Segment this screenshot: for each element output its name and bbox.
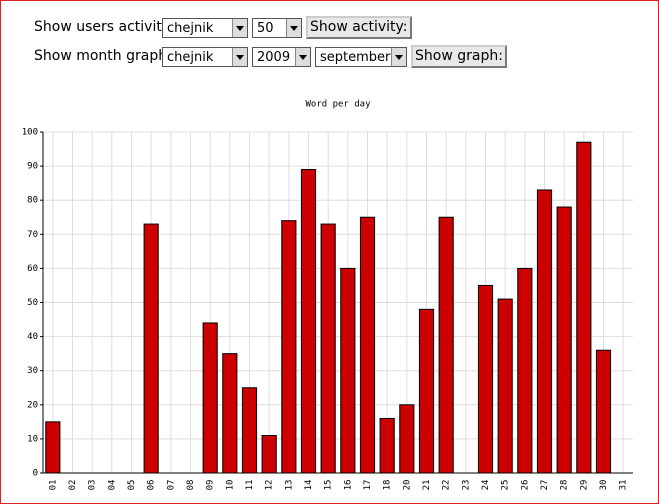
bar: [222, 353, 238, 474]
x-tick-label: 17: [363, 480, 373, 491]
bar: [497, 298, 513, 474]
x-tick-label: 02: [68, 480, 78, 491]
x-tick-label: 07: [166, 480, 176, 491]
select-value: chejnik: [167, 50, 214, 65]
x-tick-label: 20: [402, 480, 412, 491]
x-tick-label: 31: [619, 480, 629, 491]
label: Show users activity:: [34, 19, 174, 35]
x-tick-label: 12: [265, 480, 275, 491]
bar: [438, 216, 454, 474]
bar: [281, 220, 297, 474]
bar: [340, 267, 356, 474]
user-select[interactable]: chejnik: [162, 47, 248, 67]
x-tick-label: 06: [147, 480, 157, 491]
x-tick-label: 22: [442, 480, 452, 491]
bar: [359, 216, 376, 474]
bar: [202, 322, 218, 474]
y-tick-label: 30: [27, 366, 38, 376]
x-tick-label: 26: [520, 480, 530, 491]
y-tick-label: 10: [27, 434, 38, 444]
x-tick-label: 14: [304, 480, 314, 491]
x-tick-label: 23: [461, 480, 471, 491]
y-tick-label: 20: [27, 400, 38, 410]
x-tick-label: 05: [127, 480, 137, 491]
x-tick-label: 21: [422, 480, 432, 491]
x-tick-label: 28: [560, 480, 570, 491]
y-tick-label: 0: [33, 469, 38, 479]
x-tick-label: 08: [186, 480, 196, 491]
bar: [300, 169, 317, 474]
bar: [418, 308, 435, 474]
count-select[interactable]: 50: [252, 18, 302, 38]
select-value: chejnik: [167, 21, 214, 36]
month-select[interactable]: september: [315, 47, 407, 67]
select-value: september: [320, 50, 391, 65]
select-value: 50: [257, 21, 274, 36]
y-tick-label: 60: [27, 264, 38, 274]
bar: [477, 284, 494, 474]
x-tick-label: 04: [107, 480, 117, 491]
y-tick-label: 50: [27, 298, 38, 308]
x-tick-label: 30: [599, 480, 609, 491]
label: Show month graph:: [34, 48, 172, 64]
x-tick-label: 15: [324, 480, 334, 491]
button[interactable]: Show graph:: [411, 45, 507, 68]
bar: [261, 434, 277, 474]
bar: [517, 267, 533, 474]
bar: [536, 189, 553, 474]
button[interactable]: Show activity:: [306, 16, 412, 39]
bar: [576, 141, 592, 474]
y-tick-label: 80: [27, 196, 38, 206]
bar: [45, 421, 61, 474]
chart-title: Word per day: [305, 100, 371, 110]
y-tick-label: 70: [27, 230, 38, 240]
y-tick-label: 40: [27, 332, 38, 342]
year-select[interactable]: 2009: [252, 47, 311, 67]
bar: [399, 404, 415, 474]
bar: [320, 223, 336, 474]
x-tick-label: 25: [501, 480, 511, 491]
x-tick-label: 18: [383, 480, 393, 491]
x-tick-label: 01: [48, 480, 58, 491]
y-tick-label: 90: [27, 162, 38, 172]
x-tick-label: 27: [540, 480, 550, 491]
x-tick-label: 10: [225, 480, 235, 491]
x-tick-label: 09: [206, 480, 216, 491]
select-value: 2009: [257, 50, 291, 65]
user-select[interactable]: chejnik: [162, 18, 248, 38]
x-tick-label: 16: [343, 480, 353, 491]
bar: [595, 349, 612, 474]
bar: [241, 387, 258, 474]
y-tick-label: 100: [22, 128, 38, 138]
bar: [379, 417, 395, 474]
x-tick-label: 24: [481, 480, 491, 491]
bar: [556, 206, 572, 474]
bar: [143, 223, 159, 474]
x-tick-label: 29: [579, 480, 589, 491]
x-tick-label: 13: [284, 480, 294, 491]
x-tick-label: 03: [88, 480, 98, 491]
x-tick-label: 11: [245, 480, 255, 491]
